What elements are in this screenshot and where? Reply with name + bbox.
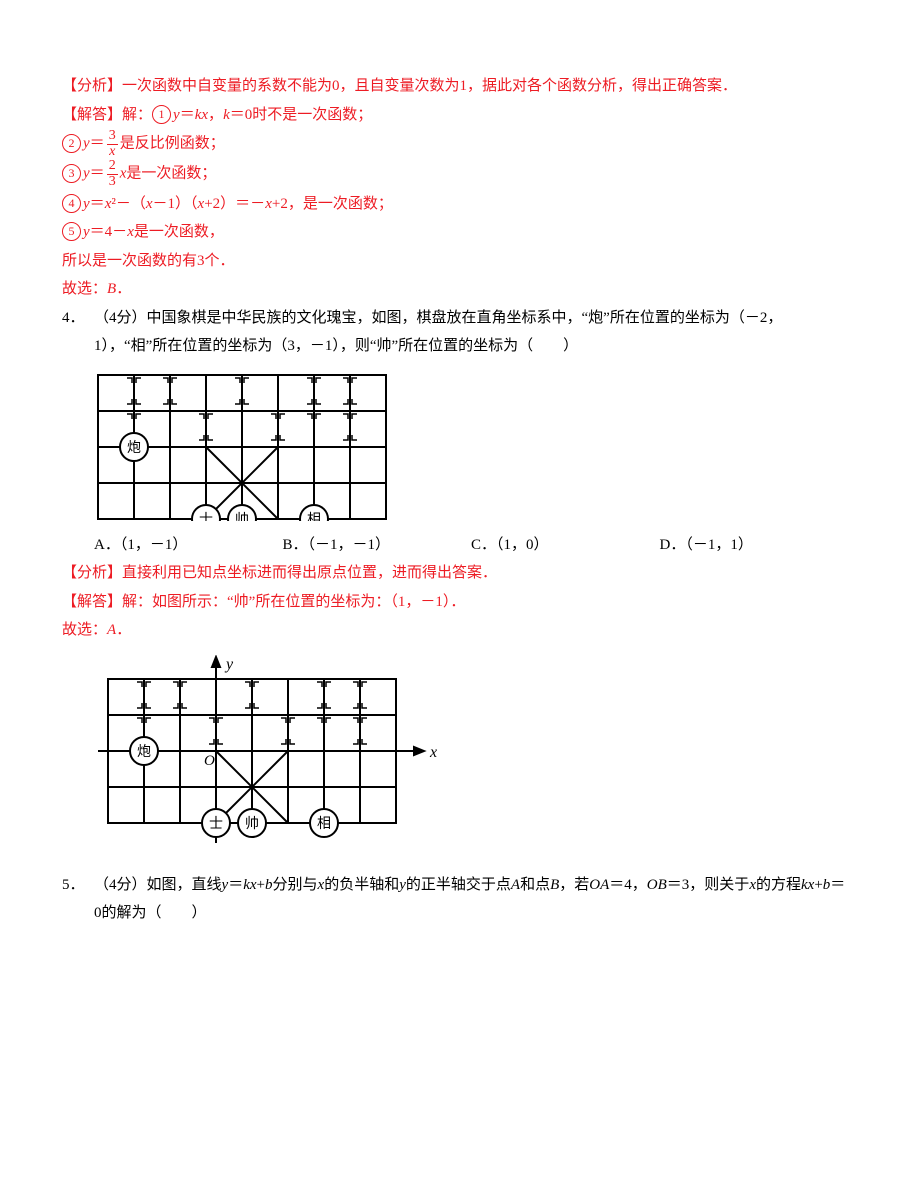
optB: （－1，－1）	[308, 537, 391, 553]
circled-5: 5	[62, 222, 81, 241]
fraction-2-over-3: 23	[107, 159, 118, 189]
circled-3: 3	[62, 164, 81, 183]
circled-2: 2	[62, 134, 81, 153]
chess-board-1: 炮 士 帅 相	[94, 371, 848, 521]
piece-pao: 炮	[127, 440, 141, 456]
q4-solve: 解：如图所示：“帅”所在位置的坐标为：（1，－1）．	[122, 594, 465, 610]
q4-points: （4分）	[94, 310, 147, 326]
q4-stem: 中国象棋是中华民族的文化瑰宝，如图，棋盘放在直角坐标系中，“炮”所在位置的坐标为…	[94, 310, 782, 355]
axis-o: O	[204, 753, 215, 769]
optB-label: B．	[283, 537, 308, 553]
circled-1: 1	[152, 105, 171, 124]
q3-choice: 故选：B．	[62, 281, 131, 297]
circled-4: 4	[62, 194, 81, 213]
piece-xiang-2: 相	[317, 816, 331, 832]
q3-l5: 是一次函数，	[134, 224, 224, 240]
q3-conclusion: 所以是一次函数的有3个．	[62, 247, 848, 276]
axis-y: y	[224, 656, 234, 673]
piece-shuai-2: 帅	[245, 816, 259, 832]
question-4: 4． （4分）中国象棋是中华民族的文化瑰宝，如图，棋盘放在直角坐标系中，“炮”所…	[62, 304, 848, 361]
axis-x: x	[429, 744, 437, 761]
optD-label: D．	[660, 537, 686, 553]
analysis-text: 一次函数中自变量的系数不能为0，且自变量次数为1，据此对各个函数分析，得出正确答…	[122, 78, 737, 94]
optC-label: C．	[471, 537, 496, 553]
analysis-label: 【分析】	[62, 78, 122, 94]
optA: （1，－1）	[120, 537, 188, 553]
piece-pao-2: 炮	[137, 744, 151, 760]
piece-shi: 士	[199, 512, 213, 521]
optC: （1，0）	[496, 537, 549, 553]
piece-xiang: 相	[307, 512, 321, 521]
piece-shuai: 帅	[235, 512, 249, 521]
q5-number: 5．	[62, 871, 94, 928]
q4-choice: 故选：A．	[62, 622, 131, 638]
solve-prefix: 解：	[122, 107, 152, 123]
q4-options: A．（1，－1） B．（－1，－1） C．（1，0） D．（－1，1）	[94, 531, 848, 560]
q4-number: 4．	[62, 304, 94, 361]
q3-l3: 是一次函数；	[126, 166, 216, 182]
q3-l2: 是反比例函数；	[120, 136, 225, 152]
q3-l1: 时不是一次函数；	[252, 107, 372, 123]
q4-analysis-label: 【分析】	[62, 565, 122, 581]
q5-stem: 如图，直线y＝kx+b分别与x的负半轴和y的正半轴交于点A和点B，若OA＝4，O…	[94, 877, 845, 922]
q5-points: （4分）	[94, 877, 147, 893]
q4-solve-label: 【解答】	[62, 594, 122, 610]
q4-analysis: 直接利用已知点坐标进而得出原点位置，进而得出答案．	[122, 565, 497, 581]
chess-board-2: y x O	[94, 655, 848, 855]
solve-label: 【解答】	[62, 107, 122, 123]
q3-l4: 是一次函数；	[303, 196, 393, 212]
piece-shi-2: 士	[209, 816, 223, 832]
optD: （－1，1）	[685, 537, 753, 553]
question-5: 5． （4分）如图，直线y＝kx+b分别与x的负半轴和y的正半轴交于点A和点B，…	[62, 871, 848, 928]
optA-label: A．	[94, 537, 120, 553]
fraction-3-over-x: 3x	[107, 129, 118, 159]
